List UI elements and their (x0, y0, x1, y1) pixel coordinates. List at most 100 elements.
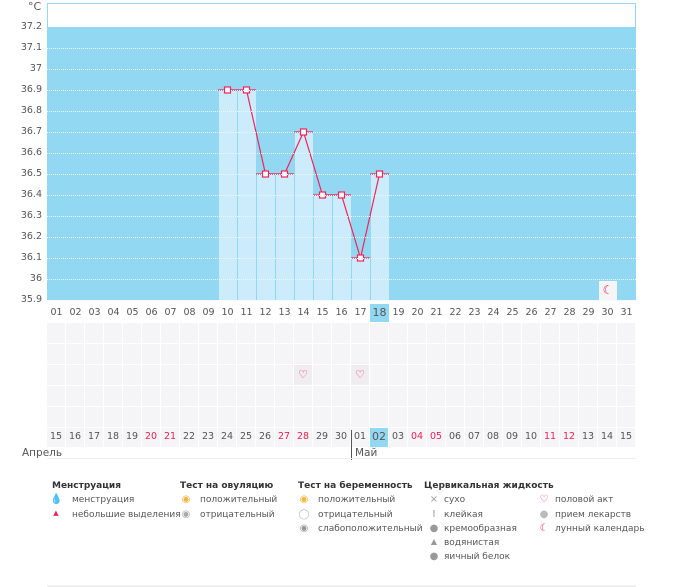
cycle-day[interactable]: 28 (563, 307, 576, 318)
event-cell[interactable] (294, 323, 312, 343)
event-cell[interactable] (427, 323, 445, 343)
cycle-day[interactable]: 26 (525, 307, 538, 318)
event-cell[interactable] (199, 365, 217, 385)
event-cell[interactable] (560, 323, 578, 343)
cycle-day[interactable]: 14 (297, 307, 310, 318)
event-cell[interactable] (85, 386, 103, 406)
calendar-date[interactable]: 24 (218, 428, 236, 447)
event-cell[interactable] (66, 386, 84, 406)
event-cell[interactable] (541, 344, 559, 364)
event-cell[interactable] (408, 365, 426, 385)
event-cell[interactable] (180, 344, 198, 364)
calendar-date[interactable]: 05 (427, 428, 445, 447)
calendar-date[interactable]: 12 (560, 428, 578, 447)
event-cell[interactable] (218, 407, 236, 427)
event-cell[interactable] (598, 323, 616, 343)
event-cell[interactable] (85, 365, 103, 385)
event-cell[interactable] (465, 365, 483, 385)
calendar-date[interactable]: 28 (294, 428, 312, 447)
event-cell[interactable] (199, 386, 217, 406)
event-cell[interactable] (47, 407, 65, 427)
event-cell[interactable] (85, 407, 103, 427)
event-cell[interactable] (579, 365, 597, 385)
event-cell[interactable] (560, 344, 578, 364)
event-cell[interactable] (275, 344, 293, 364)
event-cell[interactable] (332, 344, 350, 364)
event-cell[interactable] (484, 365, 502, 385)
event-cell[interactable] (541, 323, 559, 343)
event-cell[interactable] (256, 407, 274, 427)
event-cell[interactable] (218, 344, 236, 364)
event-cell[interactable] (427, 365, 445, 385)
calendar-date[interactable]: 01 (351, 428, 369, 447)
cycle-day[interactable]: 12 (259, 307, 272, 318)
cycle-day[interactable]: 31 (620, 307, 633, 318)
cycle-day[interactable]: 17 (354, 307, 367, 318)
event-cell[interactable] (218, 323, 236, 343)
event-cell[interactable] (522, 407, 540, 427)
calendar-date[interactable]: 20 (142, 428, 160, 447)
event-cell[interactable] (123, 386, 141, 406)
event-cell[interactable] (389, 323, 407, 343)
event-cell[interactable] (256, 344, 274, 364)
event-cell[interactable] (275, 386, 293, 406)
calendar-date[interactable]: 08 (484, 428, 502, 447)
event-cell[interactable] (142, 386, 160, 406)
event-cell[interactable] (237, 386, 255, 406)
event-cell[interactable] (313, 407, 331, 427)
calendar-date[interactable]: 03 (389, 428, 407, 447)
cycle-day[interactable]: 07 (164, 307, 177, 318)
event-cell[interactable] (351, 407, 369, 427)
event-cell[interactable] (446, 407, 464, 427)
event-cell[interactable] (142, 323, 160, 343)
cycle-day[interactable]: 08 (183, 307, 196, 318)
event-cell[interactable] (180, 407, 198, 427)
event-cell[interactable] (598, 344, 616, 364)
event-cell[interactable] (370, 344, 388, 364)
event-cell[interactable] (503, 365, 521, 385)
event-cell[interactable] (161, 344, 179, 364)
event-cell[interactable] (522, 323, 540, 343)
calendar-date[interactable]: 14 (598, 428, 616, 447)
event-cell[interactable] (598, 407, 616, 427)
event-cell[interactable] (389, 386, 407, 406)
event-cell[interactable] (66, 407, 84, 427)
calendar-date[interactable]: 21 (161, 428, 179, 447)
event-cell[interactable] (598, 386, 616, 406)
cycle-day[interactable]: 11 (240, 307, 253, 318)
event-cell[interactable] (104, 386, 122, 406)
event-cell[interactable] (446, 323, 464, 343)
cycle-day[interactable]: 22 (449, 307, 462, 318)
event-cell[interactable] (332, 386, 350, 406)
cycle-day[interactable]: 09 (202, 307, 215, 318)
calendar-date[interactable]: 04 (408, 428, 426, 447)
calendar-date[interactable]: 06 (446, 428, 464, 447)
event-cell[interactable] (370, 386, 388, 406)
event-cell[interactable] (332, 365, 350, 385)
event-cell[interactable] (408, 386, 426, 406)
cycle-day[interactable]: 27 (544, 307, 557, 318)
calendar-date[interactable]: 25 (237, 428, 255, 447)
event-cell[interactable] (389, 365, 407, 385)
event-cell[interactable] (218, 386, 236, 406)
event-cell[interactable] (446, 344, 464, 364)
event-cell[interactable]: ♡ (294, 365, 312, 385)
event-cell[interactable] (180, 323, 198, 343)
event-cell[interactable] (560, 365, 578, 385)
event-cell[interactable] (85, 344, 103, 364)
event-cell[interactable] (484, 344, 502, 364)
cycle-day[interactable]: 21 (430, 307, 443, 318)
event-cell[interactable] (47, 365, 65, 385)
cycle-day[interactable]: 01 (50, 307, 63, 318)
event-cell[interactable] (617, 407, 635, 427)
event-cell[interactable] (427, 407, 445, 427)
event-cell[interactable] (237, 365, 255, 385)
cycle-day[interactable]: 24 (487, 307, 500, 318)
event-cell[interactable] (256, 386, 274, 406)
event-cell[interactable] (123, 344, 141, 364)
event-cell[interactable] (104, 407, 122, 427)
event-cell[interactable] (313, 386, 331, 406)
event-cell[interactable] (541, 365, 559, 385)
event-cell[interactable] (104, 323, 122, 343)
event-cell[interactable] (275, 365, 293, 385)
